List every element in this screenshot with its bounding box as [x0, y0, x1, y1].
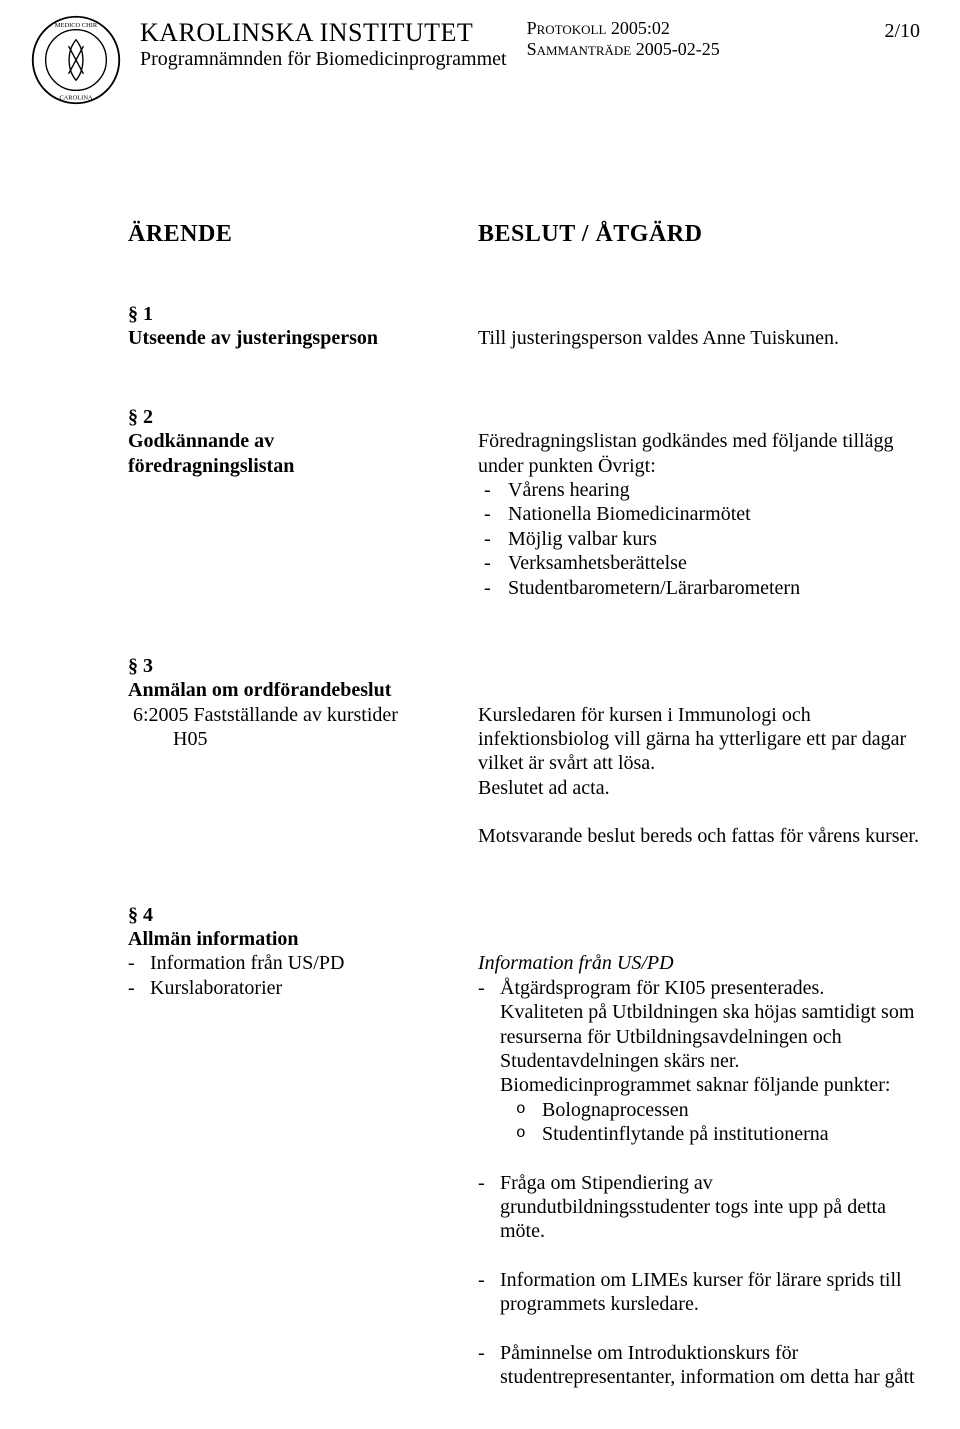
- left-item-list: Information från US/PD Kurslaboratorier: [128, 951, 458, 1000]
- document-page: MEDICO CHIR CAROLINA KAROLINSKA INSTITUT…: [0, 0, 960, 1429]
- section-1-right: Till justeringsperson valdes Anne Tuisku…: [478, 302, 920, 351]
- list-item: Påminnelse om Introduktionskurs för stud…: [478, 1341, 920, 1390]
- list-item: Studentbarometern/Lärarbarometern: [478, 576, 920, 600]
- section-2: § 2 Godkännande av föredragningslistan F…: [128, 405, 920, 600]
- page-header: MEDICO CHIR CAROLINA KAROLINSKA INSTITUT…: [30, 14, 920, 111]
- section-4-right: Information från US/PD Åtgärdsprogram fö…: [478, 903, 920, 1390]
- section-body: Till justeringsperson valdes Anne Tuisku…: [478, 326, 920, 350]
- info-list: Fråga om Stipendiering av grundutbildnin…: [478, 1171, 920, 1244]
- protocol-label: Protokoll 2005:02: [527, 18, 720, 39]
- section-title-line1: Godkännande av: [128, 429, 458, 453]
- list-item: Åtgärdsprogram för KI05 presenterades. K…: [478, 976, 920, 1147]
- list-item: Nationella Biomedicinarmötet: [478, 502, 920, 526]
- section-body: Beslutet ad acta.: [478, 776, 920, 800]
- section-1-left: § 1 Utseende av justeringsperson: [128, 302, 458, 351]
- section-title: Anmälan om ordförandebeslut: [128, 678, 458, 702]
- section-3-right: Kursledaren för kursen i Immunologi och …: [478, 654, 920, 849]
- section-number: § 4: [128, 903, 458, 927]
- section-3: § 3 Anmälan om ordförandebeslut 6:2005 F…: [128, 654, 920, 849]
- section-4: § 4 Allmän information Information från …: [128, 903, 920, 1390]
- section-3-left: § 3 Anmälan om ordförandebeslut 6:2005 F…: [128, 654, 458, 849]
- section-subitem: H05: [128, 727, 458, 751]
- intro-line: under punkten Övrigt:: [478, 454, 920, 478]
- column-header-left: ÄRENDE: [128, 221, 458, 248]
- list-item: Kurslaboratorier: [128, 976, 458, 1000]
- section-subitem: 6:2005 Fastställande av kurstider: [128, 703, 458, 727]
- right-subheading: Information från US/PD: [478, 951, 920, 975]
- addendum-list: Vårens hearing Nationella Biomedicinarmö…: [478, 478, 920, 600]
- section-body: Motsvarande beslut bereds och fattas för…: [478, 824, 920, 848]
- list-item: Vårens hearing: [478, 478, 920, 502]
- section-1: § 1 Utseende av justeringsperson Till ju…: [128, 302, 920, 351]
- section-title: Utseende av justeringsperson: [128, 326, 458, 350]
- section-title-line2: föredragningslistan: [128, 454, 458, 478]
- meeting-label: Sammanträde 2005-02-25: [527, 39, 720, 60]
- list-item: Information från US/PD: [128, 951, 458, 975]
- info-list: Påminnelse om Introduktionskurs för stud…: [478, 1341, 920, 1390]
- header-center: Protokoll 2005:02 Sammanträde 2005-02-25: [527, 18, 720, 60]
- section-number: § 3: [128, 654, 458, 678]
- info-list: Information om LIMEs kurser för lärare s…: [478, 1268, 920, 1317]
- list-item-continuation: Kvaliteten på Utbildningen ska höjas sam…: [500, 1000, 920, 1073]
- section-body: Kursledaren för kursen i Immunologi och …: [478, 703, 920, 776]
- page-number: 2/10: [884, 18, 920, 43]
- header-left: KAROLINSKA INSTITUTET Programnämnden för…: [140, 18, 507, 71]
- section-4-left: § 4 Allmän information Information från …: [128, 903, 458, 1390]
- list-item-text: Åtgärdsprogram för KI05 presenterades.: [500, 977, 824, 999]
- section-2-left: § 2 Godkännande av föredragningslistan: [128, 405, 458, 600]
- list-item: Verksamhetsberättelse: [478, 551, 920, 575]
- column-headers: ÄRENDE BESLUT / ÅTGÄRD: [128, 221, 920, 248]
- header-text-block: KAROLINSKA INSTITUTET Programnämnden för…: [140, 14, 920, 71]
- section-2-right: Föredragningslistan godkändes med följan…: [478, 405, 920, 600]
- section-title: Allmän information: [128, 927, 458, 951]
- svg-text:CAROLINA: CAROLINA: [59, 95, 93, 102]
- list-item: Möjlig valbar kurs: [478, 527, 920, 551]
- svg-text:MEDICO CHIR: MEDICO CHIR: [55, 22, 98, 29]
- list-item: Studentinflytande på institutionerna: [500, 1122, 920, 1146]
- committee-name: Programnämnden för Biomedicinprogrammet: [140, 48, 507, 71]
- institute-name: KAROLINSKA INSTITUTET: [140, 18, 507, 48]
- section-number: § 1: [128, 302, 458, 326]
- sub-list: Bolognaprocessen Studentinflytande på in…: [500, 1098, 920, 1147]
- content-area: ÄRENDE BESLUT / ÅTGÄRD § 1 Utseende av j…: [128, 221, 920, 1389]
- institute-seal-icon: MEDICO CHIR CAROLINA: [30, 14, 122, 111]
- list-item: Fråga om Stipendiering av grundutbildnin…: [478, 1171, 920, 1244]
- info-list: Åtgärdsprogram för KI05 presenterades. K…: [478, 976, 920, 1147]
- section-number: § 2: [128, 405, 458, 429]
- intro-line: Föredragningslistan godkändes med följan…: [478, 429, 920, 453]
- list-item: Bolognaprocessen: [500, 1098, 920, 1122]
- column-header-right: BESLUT / ÅTGÄRD: [478, 221, 920, 248]
- list-item: Information om LIMEs kurser för lärare s…: [478, 1268, 920, 1317]
- list-item-continuation: Biomedicinprogrammet saknar följande pun…: [500, 1073, 920, 1097]
